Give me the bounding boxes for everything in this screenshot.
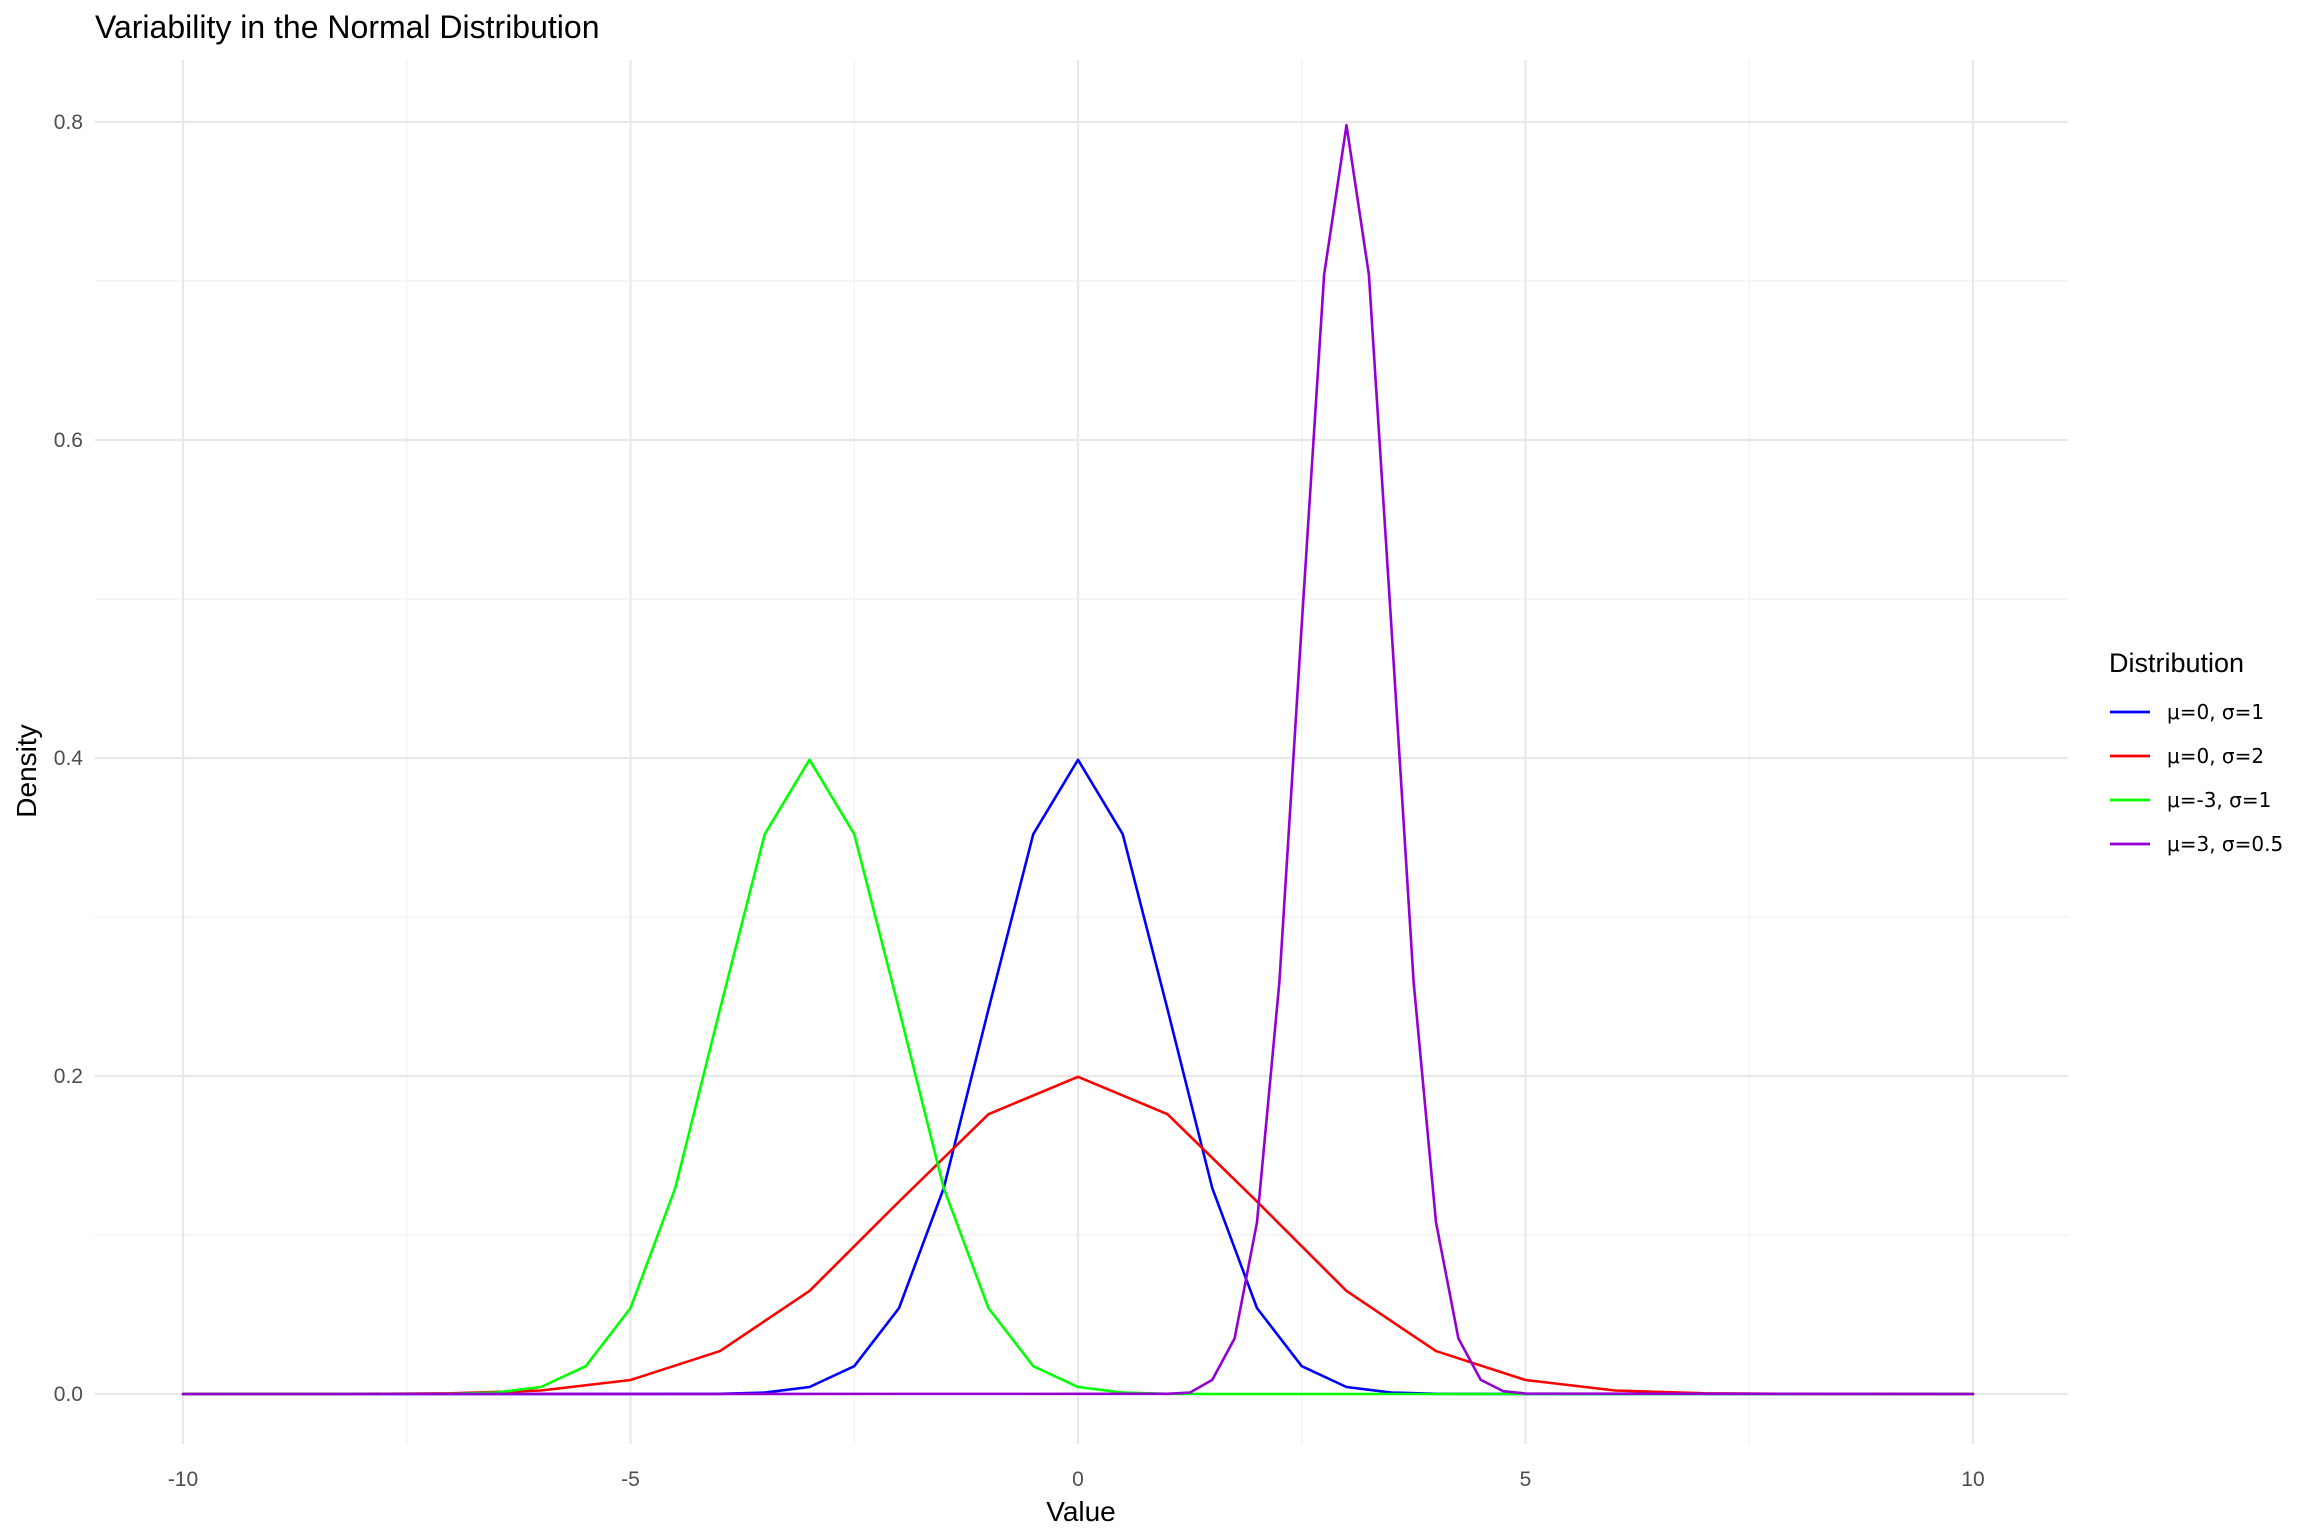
legend-label-1: μ=0, σ=1 bbox=[2167, 700, 2264, 724]
x-tick-label: 10 bbox=[1961, 1468, 1984, 1491]
x-tick-label: 5 bbox=[1520, 1468, 1532, 1491]
y-tick-label: 0.0 bbox=[54, 1383, 83, 1406]
y-tick-label: 0.8 bbox=[54, 111, 83, 134]
series-line-2 bbox=[181, 1075, 1975, 1396]
x-tick-label: -10 bbox=[168, 1468, 198, 1491]
legend-title: Distribution bbox=[2109, 648, 2244, 678]
x-tick-label: -5 bbox=[621, 1468, 640, 1491]
y-axis-title: Density bbox=[11, 724, 42, 817]
chart-title: Variability in the Normal Distribution bbox=[95, 9, 599, 45]
y-tick-label: 0.4 bbox=[54, 747, 84, 770]
y-tick-label: 0.2 bbox=[54, 1065, 83, 1088]
y-axis-ticks: 0.0 0.2 0.4 0.6 0.8 bbox=[54, 111, 84, 1406]
legend-label-2: μ=0, σ=2 bbox=[2167, 744, 2264, 768]
x-tick-label: 0 bbox=[1072, 1468, 1084, 1491]
x-axis-ticks: -10 -5 0 5 10 bbox=[168, 1468, 1985, 1491]
legend-label-4: μ=3, σ=0.5 bbox=[2167, 832, 2283, 856]
y-tick-label: 0.6 bbox=[54, 429, 83, 452]
series-layer bbox=[181, 123, 1975, 1396]
legend: Distribution μ=0, σ=1 μ=0, σ=2 μ=-3, σ=1 μ=… bbox=[2109, 648, 2283, 856]
x-axis-title: Value bbox=[1046, 1496, 1116, 1527]
legend-label-3: μ=-3, σ=1 bbox=[2167, 788, 2271, 812]
series-line-4 bbox=[181, 123, 1975, 1396]
series-line-3 bbox=[181, 758, 1975, 1396]
grid-layer bbox=[95, 60, 2068, 1444]
